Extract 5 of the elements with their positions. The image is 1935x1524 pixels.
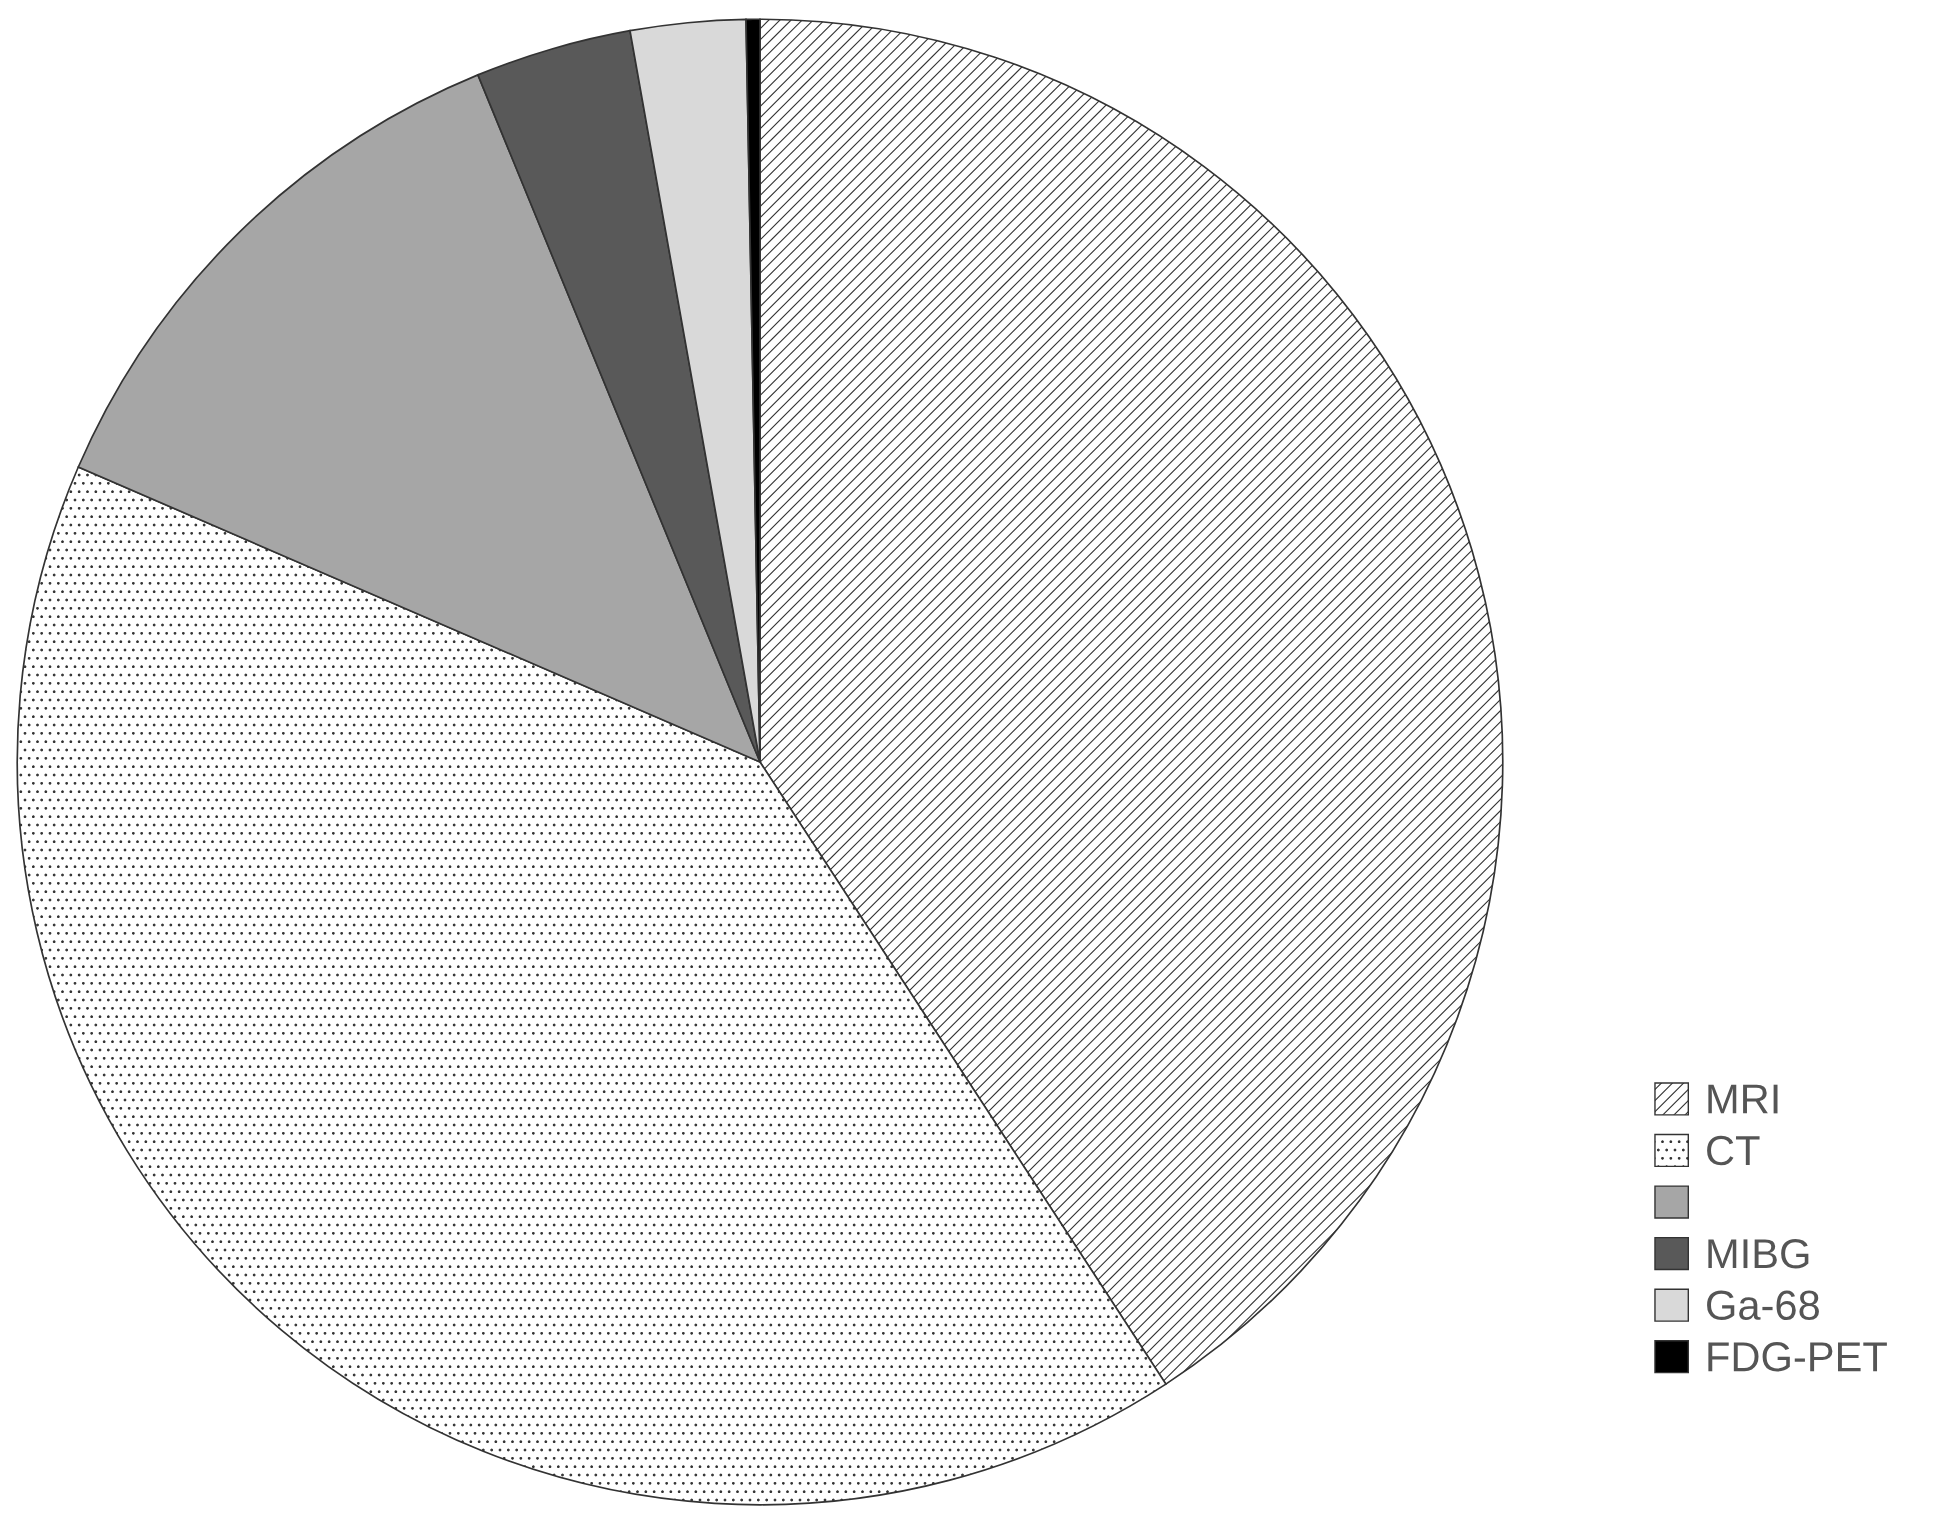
legend-label: CT: [1707, 1135, 1760, 1166]
legend-label: MRI: [1708, 1084, 1778, 1114]
legend-label: FDG-PET: [1708, 1342, 1887, 1372]
legend-label: Ga-68: [1707, 1290, 1819, 1321]
legend-label: MIBG: [1708, 1238, 1809, 1269]
